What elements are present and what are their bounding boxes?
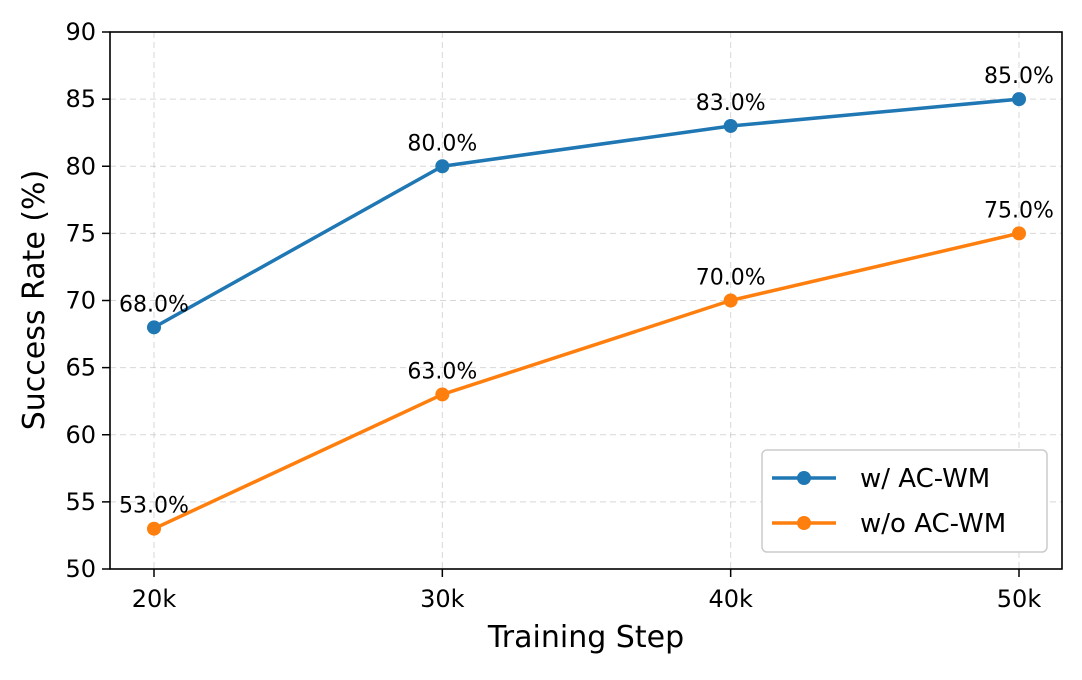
y-axis-title: Success Rate (%) bbox=[17, 170, 52, 431]
x-axis-title: Training Step bbox=[487, 620, 684, 655]
legend-label-w-ac-wm: w/ AC-WM bbox=[860, 464, 990, 494]
y-tick-label: 75 bbox=[65, 219, 96, 247]
legend: w/ AC-WM w/o AC-WM bbox=[761, 449, 1048, 553]
data-label-w-ac-wm: 83.0% bbox=[696, 91, 766, 116]
data-label-wo-ac-wm: 75.0% bbox=[984, 198, 1054, 223]
data-label-layer: 68.0% 80.0% 83.0% 85.0% 53.0% 63.0% 70.0% 75.0% bbox=[119, 64, 1054, 519]
data-point-w-ac-wm bbox=[1012, 92, 1026, 107]
data-label-w-ac-wm: 85.0% bbox=[984, 64, 1054, 89]
data-point-w-ac-wm bbox=[723, 118, 738, 133]
legend-label-wo-ac-wm: w/o AC-WM bbox=[860, 509, 1006, 539]
legend-marker-wo-ac-wm bbox=[797, 516, 811, 530]
data-point-wo-ac-wm bbox=[723, 293, 738, 308]
data-point-wo-ac-wm bbox=[1012, 226, 1026, 241]
data-label-w-ac-wm: 80.0% bbox=[407, 131, 477, 156]
data-point-wo-ac-wm bbox=[147, 521, 161, 536]
data-label-wo-ac-wm: 63.0% bbox=[407, 359, 477, 384]
series-layer bbox=[147, 92, 1026, 536]
x-tick-label: 30k bbox=[420, 585, 465, 613]
y-tick-label: 85 bbox=[65, 85, 96, 113]
x-tick-label: 20k bbox=[132, 585, 177, 613]
y-tick-label: 60 bbox=[65, 421, 96, 449]
y-tick-label: 70 bbox=[65, 287, 96, 315]
data-point-w-ac-wm bbox=[147, 320, 161, 335]
legend-marker-w-ac-wm bbox=[797, 471, 811, 485]
y-tick-label: 80 bbox=[65, 152, 96, 180]
data-label-wo-ac-wm: 70.0% bbox=[696, 266, 766, 291]
data-label-w-ac-wm: 68.0% bbox=[119, 292, 189, 317]
tick-layer: 50 55 60 65 70 75 80 85 90 20k 30k 40k 50k bbox=[65, 18, 1041, 613]
data-label-wo-ac-wm: 53.0% bbox=[119, 494, 189, 519]
y-tick-label: 90 bbox=[65, 18, 96, 46]
x-tick-label: 40k bbox=[708, 585, 753, 613]
data-point-w-ac-wm bbox=[435, 159, 450, 174]
y-tick-label: 65 bbox=[65, 354, 96, 382]
y-tick-label: 55 bbox=[65, 488, 96, 516]
y-tick-label: 50 bbox=[65, 555, 96, 583]
series-line-w-ac-wm bbox=[152, 97, 1021, 330]
series-line-wo-ac-wm bbox=[152, 231, 1021, 531]
legend-box bbox=[761, 449, 1048, 553]
data-point-wo-ac-wm bbox=[435, 387, 450, 402]
x-tick-label: 50k bbox=[997, 585, 1042, 613]
